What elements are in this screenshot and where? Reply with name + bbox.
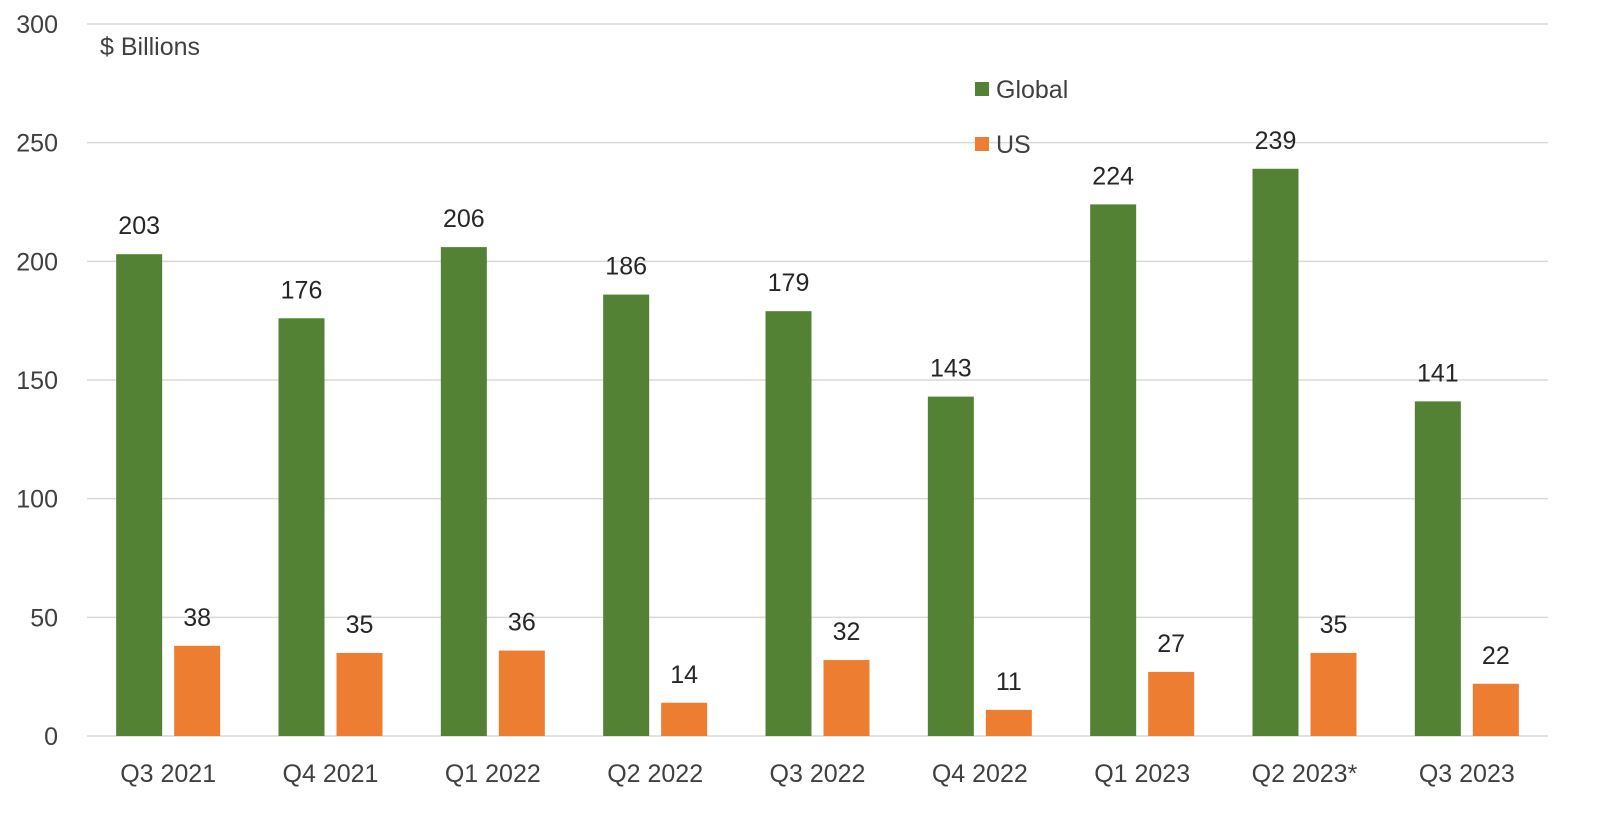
bar-global-q3-2022 xyxy=(765,311,812,736)
x-tick-label-q4-2021: Q4 2021 xyxy=(283,760,379,788)
legend-swatch-global xyxy=(975,82,989,96)
data-label-us-q4-2022: 11 xyxy=(996,668,1022,696)
bar-global-q2-2023 xyxy=(1252,168,1299,737)
y-tick-label-200: 200 xyxy=(16,248,58,276)
bar-us-q2-2022 xyxy=(661,702,708,736)
bar-global-q3-2021 xyxy=(116,254,163,737)
x-tick-label-q3-2022: Q3 2022 xyxy=(770,760,866,788)
bar-us-q3-2022 xyxy=(823,660,870,736)
data-label-us-q3-2022: 32 xyxy=(833,618,861,646)
legend-label-us: US xyxy=(996,131,1031,159)
x-tick-label-q2-2022: Q2 2022 xyxy=(607,760,703,788)
data-label-global-q4-2021: 176 xyxy=(281,276,323,304)
data-label-us-q3-2021: 38 xyxy=(183,604,211,632)
x-tick-label-q3-2023: Q3 2023 xyxy=(1419,760,1515,788)
x-tick-label-q2-2023: Q2 2023* xyxy=(1252,760,1358,788)
bar-us-q1-2023 xyxy=(1148,671,1195,736)
data-labels: 203 38 176 35 206 36 186 14 179 32 143 11 224 27 239 35… xyxy=(118,127,1509,696)
y-tick-label-50: 50 xyxy=(30,604,58,632)
legend-item-us: US xyxy=(975,131,1031,159)
gridlines xyxy=(87,23,1548,737)
y-tick-label-100: 100 xyxy=(16,486,58,514)
legend-label-global: Global xyxy=(996,76,1068,104)
y-tick-label-250: 250 xyxy=(16,130,58,158)
x-tick-label-q3-2021: Q3 2021 xyxy=(120,760,216,788)
bar-global-q1-2022 xyxy=(440,247,487,737)
data-label-global-q2-2023: 239 xyxy=(1255,127,1297,155)
bars xyxy=(116,168,1519,737)
legend-item-global: Global xyxy=(975,76,1068,104)
legend: Global US xyxy=(975,76,1068,159)
data-label-us-q3-2023: 22 xyxy=(1482,642,1510,670)
x-tick-label-q1-2023: Q1 2023 xyxy=(1094,760,1190,788)
x-tick-label-q1-2022: Q1 2022 xyxy=(445,760,541,788)
bar-us-q3-2021 xyxy=(174,645,221,736)
data-label-us-q4-2021: 35 xyxy=(346,611,374,639)
data-label-global-q4-2022: 143 xyxy=(930,355,972,383)
bar-us-q4-2022 xyxy=(985,709,1032,736)
data-label-us-q1-2023: 27 xyxy=(1157,630,1185,658)
bar-us-q2-2023 xyxy=(1310,652,1357,736)
bar-us-q1-2022 xyxy=(498,650,545,736)
data-label-us-q2-2023: 35 xyxy=(1320,611,1348,639)
data-label-global-q1-2023: 224 xyxy=(1092,162,1134,190)
bar-global-q1-2023 xyxy=(1090,204,1137,736)
legend-swatch-us xyxy=(975,137,989,151)
bar-global-q4-2021 xyxy=(278,318,325,736)
unit-label: $ Billions xyxy=(100,33,200,61)
data-label-global-q2-2022: 186 xyxy=(605,253,647,281)
data-label-global-q1-2022: 206 xyxy=(443,205,485,233)
bar-us-q3-2023 xyxy=(1472,683,1519,736)
data-label-global-q3-2023: 141 xyxy=(1417,359,1459,387)
bar-global-q3-2023 xyxy=(1414,401,1461,736)
y-axis-ticks: 0 50 100 150 200 250 300 xyxy=(16,11,58,751)
data-label-us-q1-2022: 36 xyxy=(508,609,536,637)
data-label-us-q2-2022: 14 xyxy=(670,661,698,689)
bar-global-q2-2022 xyxy=(603,294,650,736)
data-label-global-q3-2022: 179 xyxy=(768,269,810,297)
y-tick-label-150: 150 xyxy=(16,367,58,395)
x-axis-ticks: Q3 2021 Q4 2021 Q1 2022 Q2 2022 Q3 2022 Q4 20… xyxy=(120,760,1515,788)
bar-us-q4-2021 xyxy=(336,652,383,736)
y-tick-label-0: 0 xyxy=(44,723,58,751)
y-tick-label-300: 300 xyxy=(16,11,58,39)
data-label-global-q3-2021: 203 xyxy=(118,212,160,240)
bar-global-q4-2022 xyxy=(927,396,974,736)
x-tick-label-q4-2022: Q4 2022 xyxy=(932,760,1028,788)
